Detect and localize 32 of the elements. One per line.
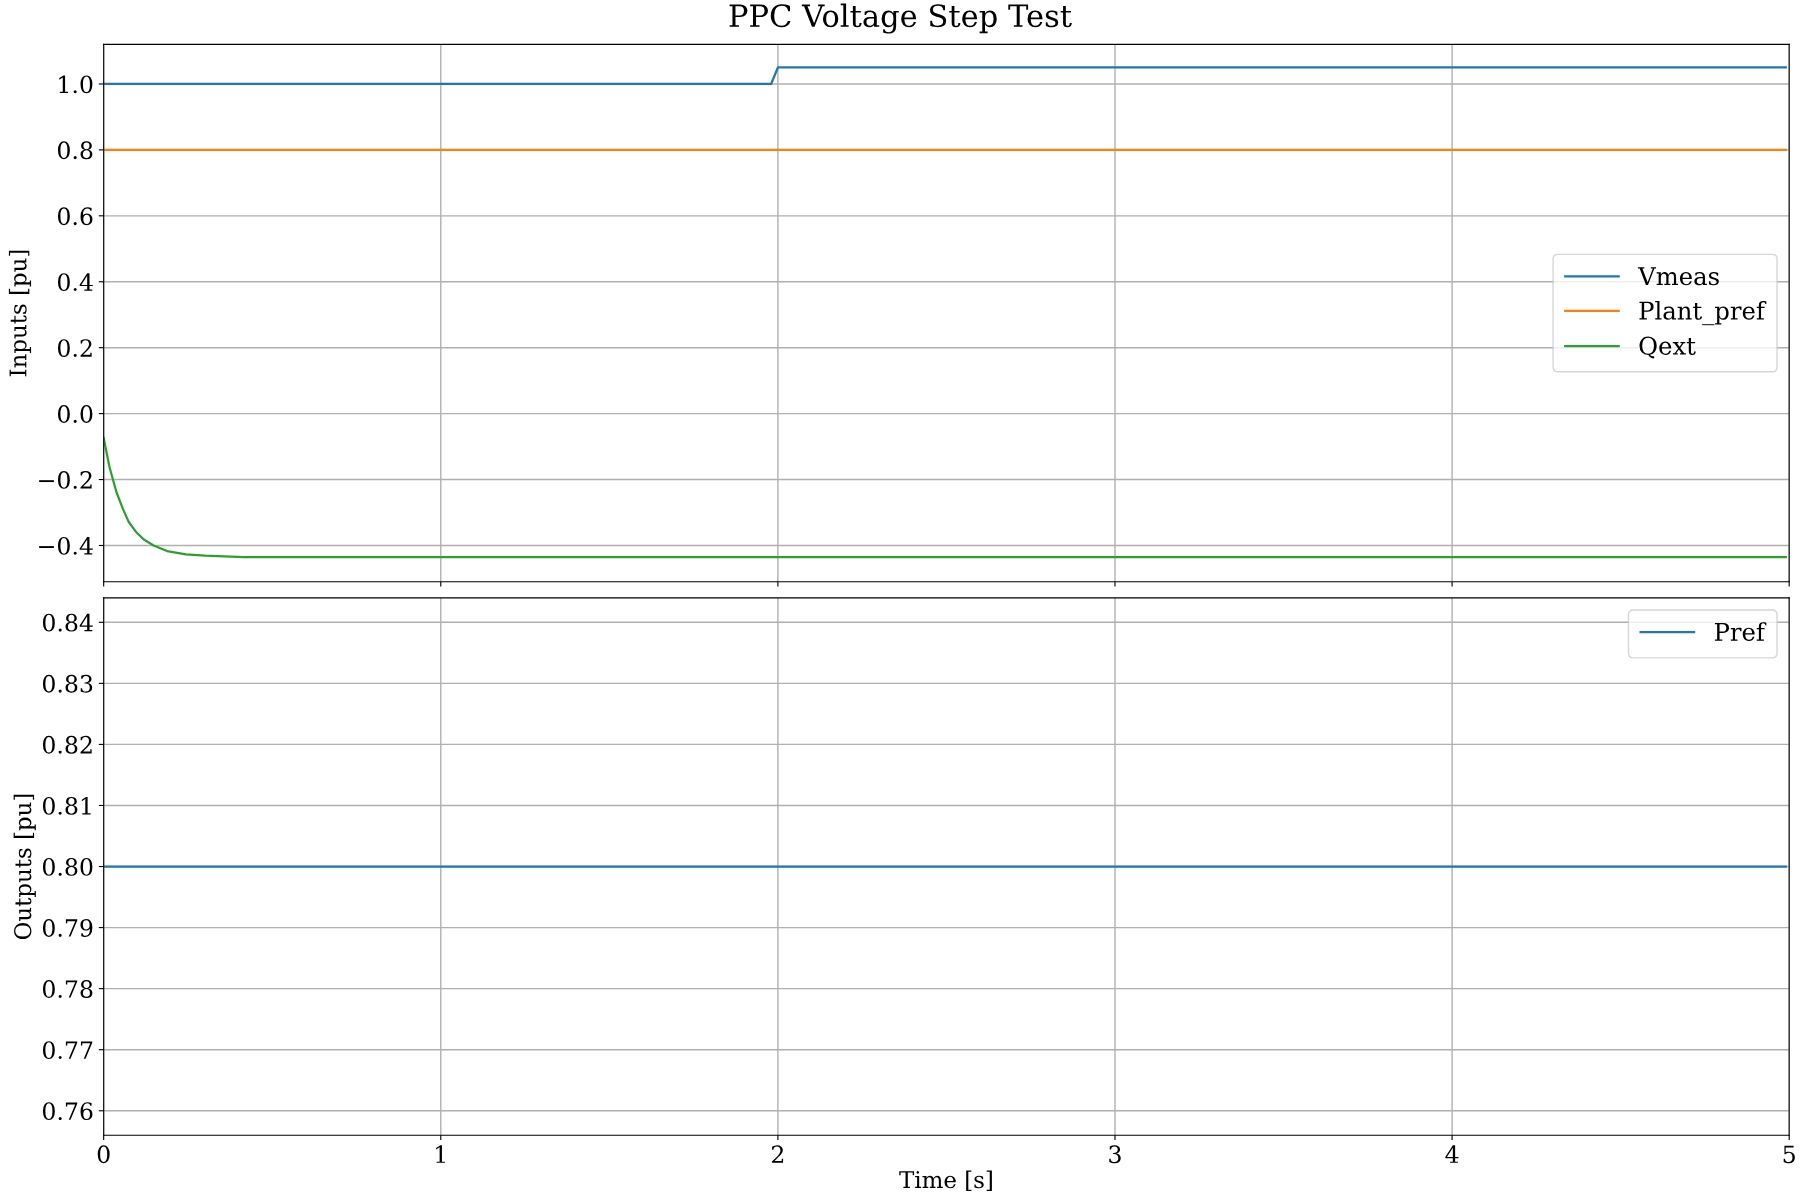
y-axis-title: Outputs [pu] [13, 794, 36, 940]
y-tick-label: 0.81 [42, 796, 91, 815]
x-tick-label: 2 [771, 1145, 784, 1163]
x-tick-label: 0 [97, 1145, 110, 1164]
x-axis-title: Time [s] [899, 1170, 992, 1191]
y-tick-label: −0.2 [39, 470, 92, 489]
y-tick-label: 0.76 [42, 1102, 93, 1121]
y-tick-label: 0.2 [57, 339, 92, 357]
y-tick-label: 0.79 [42, 919, 93, 937]
y-tick-label: 0.82 [42, 735, 92, 754]
y-tick-label: 1.0 [59, 75, 93, 94]
y-tick-label: 0.8 [57, 141, 93, 160]
y-tick-label: 0.80 [42, 857, 93, 876]
legend-label: Plant_pref [1639, 300, 1767, 326]
y-tick-label: 0.6 [57, 207, 93, 226]
legend-label: Qext [1639, 336, 1696, 359]
y-tick-label: 0.4 [57, 273, 93, 292]
x-tick-label: 3 [1109, 1145, 1121, 1164]
y-tick-label: 0.78 [42, 980, 93, 998]
x-tick-label: 1 [436, 1145, 445, 1163]
legend-label: Vmeas [1637, 267, 1719, 286]
y-tick-label: −0.4 [39, 536, 93, 555]
y-axis-title: Inputs [pu] [8, 250, 32, 377]
x-tick-label: 5 [1783, 1145, 1795, 1164]
line-series [103, 436, 1787, 559]
x-tick-label: 4 [1445, 1145, 1459, 1163]
y-tick-label: 0.83 [42, 674, 93, 693]
y-tick-label: 0.84 [42, 613, 93, 632]
y-tick-label: 0.0 [57, 405, 93, 423]
chart-title: PPC Voltage Step Test [729, 3, 1072, 34]
legend-label: Pref [1714, 622, 1767, 641]
y-tick-label: 0.77 [42, 1041, 93, 1060]
